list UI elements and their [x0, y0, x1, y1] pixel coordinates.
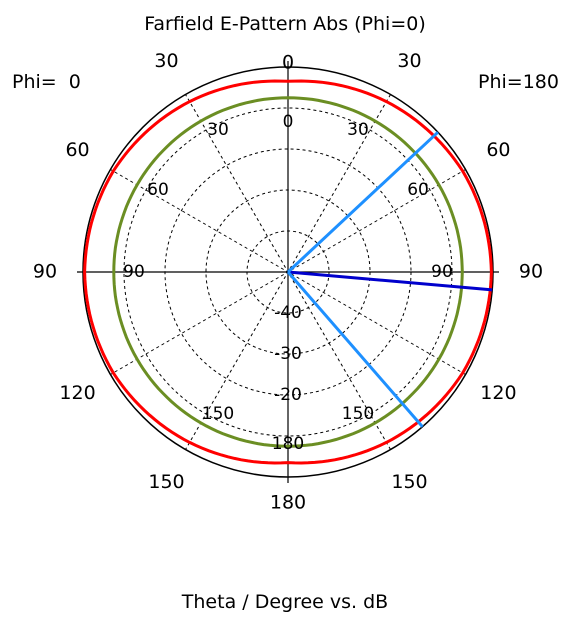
- inner-angle-label: 150: [342, 404, 374, 424]
- outer-angle-label: 90: [519, 261, 543, 283]
- phi-left-label: Phi= 0: [12, 71, 81, 93]
- phi-right-label: Phi=180: [478, 71, 559, 93]
- series-curve-0: [83, 79, 493, 465]
- inner-angle-label: 90: [431, 262, 453, 282]
- outer-angle-label: 120: [480, 382, 516, 404]
- outer-angle-label: 60: [65, 139, 89, 161]
- outer-angle-label: 150: [148, 471, 184, 493]
- inner-angle-label: 180: [272, 434, 304, 454]
- marker-line-1: [286, 131, 439, 274]
- radial-tick-label: -20: [274, 385, 302, 405]
- outer-angle-label: 150: [391, 471, 427, 493]
- chart-title: Farfield E-Pattern Abs (Phi=0): [144, 13, 426, 35]
- inner-angle-label: 150: [202, 404, 234, 424]
- inner-angle-label: 30: [207, 120, 229, 140]
- labels: Farfield E-Pattern Abs (Phi=0) Phi= 0 Ph…: [12, 13, 559, 613]
- inner-angle-label: 0: [283, 112, 294, 132]
- inner-angle-label: 30: [347, 120, 369, 140]
- marker-line-0: [287, 270, 493, 292]
- outer-angle-label: 120: [59, 382, 95, 404]
- outer-angle-label: 180: [270, 492, 306, 514]
- marker-line-2: [286, 271, 424, 428]
- outer-angle-label: 0: [282, 52, 294, 74]
- outer-angle-label: 30: [154, 50, 178, 72]
- inner-angle-label: 90: [123, 262, 145, 282]
- series-curve-1: [112, 96, 464, 448]
- marker-lines: [286, 131, 493, 428]
- outer-angle-label: 60: [486, 139, 510, 161]
- outer-angle-label: 90: [33, 261, 57, 283]
- tick-labels: 0 30 30 60 60 90 90 120 120 150 150 180 0 30 30 60 60 90 9…: [33, 50, 543, 513]
- radial-tick-label: -30: [274, 344, 302, 364]
- outer-angle-label: 30: [397, 50, 421, 72]
- inner-angle-label: 60: [147, 180, 169, 200]
- x-axis-label: Theta / Degree vs. dB: [181, 591, 388, 613]
- radial-tick-label: -40: [274, 303, 302, 323]
- inner-angle-label: 60: [407, 180, 429, 200]
- pattern-curves: [83, 79, 493, 465]
